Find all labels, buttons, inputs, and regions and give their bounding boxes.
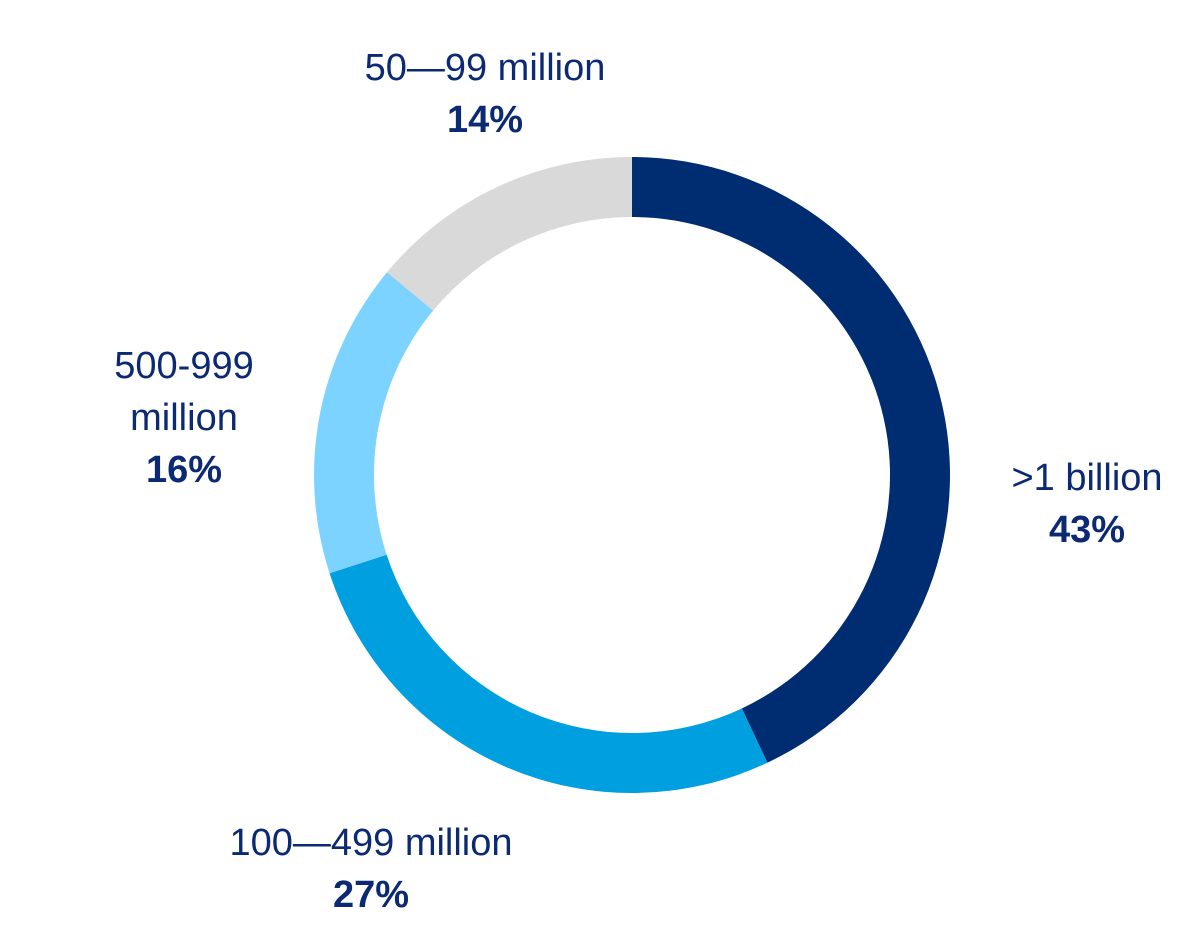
slice-percent-label: 27%: [333, 874, 409, 916]
slice-category-label: >1 billion: [1011, 457, 1162, 499]
slice-category-label: 100—499 million: [229, 822, 512, 864]
slice-category-label: 50—99 million: [365, 47, 606, 89]
slice-percent-label: 14%: [447, 99, 523, 141]
donut-slice-2: [329, 554, 768, 793]
donut-slice-4: [386, 157, 632, 311]
donut-slices: [314, 157, 950, 793]
slice-category-label: million: [130, 397, 238, 439]
slice-label-2: 100—499 million 27%: [229, 822, 512, 916]
donut-labels: >1 billion 43% 100—499 million 27% 500-999 mi…: [114, 47, 1162, 916]
slice-percent-label: 43%: [1049, 509, 1125, 551]
donut-slice-1: [632, 157, 950, 763]
slice-label-1: >1 billion 43%: [1011, 457, 1162, 551]
donut-slice-3: [314, 272, 434, 574]
slice-percent-label: 16%: [146, 449, 222, 491]
slice-label-3: 500-999 million 16%: [114, 345, 253, 491]
slice-label-4: 50—99 million 14%: [365, 47, 606, 141]
slice-category-label: 500-999: [114, 345, 253, 387]
